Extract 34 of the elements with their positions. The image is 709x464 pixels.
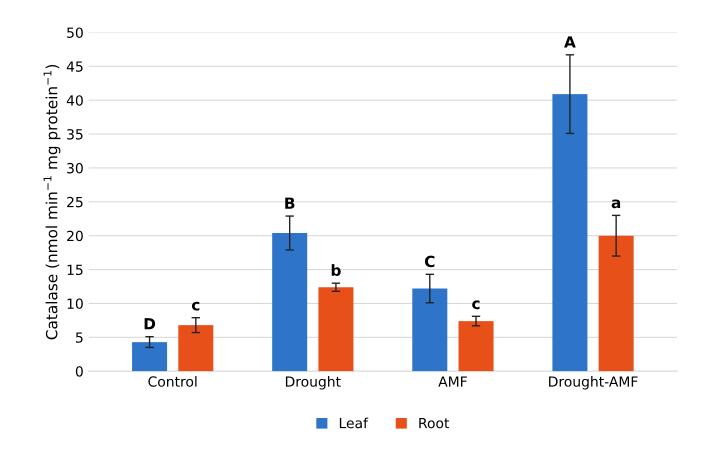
y-tick-label: 15 <box>68 264 83 276</box>
y-tick-label: 10 <box>68 298 83 309</box>
annotation: C <box>424 256 434 268</box>
y-tick-label: 50 <box>67 27 83 38</box>
bar <box>412 288 448 372</box>
bar <box>132 342 168 372</box>
bar <box>552 94 588 372</box>
bar <box>458 321 494 372</box>
annotation: a <box>612 199 620 208</box>
legend-label: Leaf <box>340 418 368 428</box>
legend-label: Root <box>419 418 450 428</box>
y-tick-label: 30 <box>67 162 83 174</box>
annotation: D <box>144 318 156 330</box>
y-tick-label: 5 <box>76 332 83 343</box>
x-tick-label: Drought <box>286 376 341 390</box>
bar <box>598 236 634 372</box>
x-tick-label: AMF <box>438 376 467 387</box>
y-tick-label: 35 <box>67 129 83 140</box>
annotation: A <box>564 36 576 48</box>
annotation: B <box>285 198 294 209</box>
y-tick-label: 45 <box>66 62 83 72</box>
y-tick-label: 25 <box>67 196 83 208</box>
bar <box>318 287 354 372</box>
annotation: c <box>192 302 200 311</box>
bar <box>178 325 214 372</box>
x-tick-label: Drought-AMF <box>549 376 638 390</box>
annotation: c <box>472 300 480 310</box>
y-tick-label: 0 <box>76 366 83 377</box>
y-axis-title: Catalase (nmol min$^{−1}$ mg protein$^{−1}$) <box>44 64 60 340</box>
y-tick-label: 40 <box>66 95 83 106</box>
annotation: b <box>332 264 341 276</box>
bar <box>272 233 308 372</box>
x-tick-label: Control <box>148 376 196 387</box>
y-tick-label: 20 <box>67 230 83 242</box>
